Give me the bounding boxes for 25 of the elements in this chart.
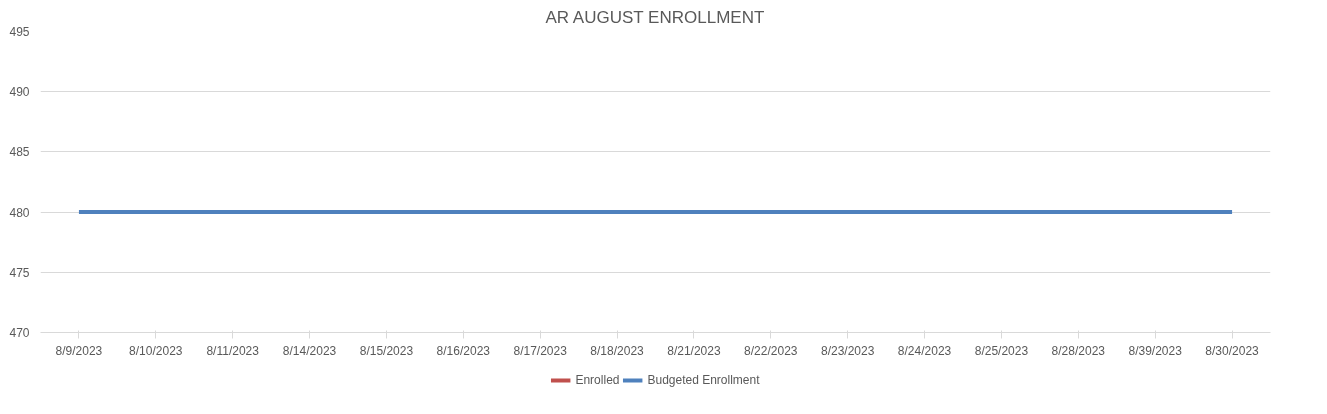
y-tick-label: 470 <box>9 326 30 340</box>
x-tick-label: 8/16/2023 <box>436 343 491 358</box>
y-tick-label: 480 <box>9 205 30 220</box>
x-tick-label: 8/21/2023 <box>667 343 721 358</box>
x-tick-label: 8/22/2023 <box>744 343 798 358</box>
y-tick-label: 495 <box>9 25 30 39</box>
x-tick-label: 8/24/2023 <box>897 343 952 358</box>
x-tick-label: 8/18/2023 <box>590 343 645 358</box>
chart-title: AR AUGUST ENROLLMENT <box>545 7 765 27</box>
legend-label: Budgeted Enrollment <box>647 373 760 387</box>
y-tick-label: 490 <box>9 85 30 100</box>
x-tick-label: 8/25/2023 <box>974 343 1029 358</box>
x-tick-label: 8/30/2023 <box>1205 343 1260 358</box>
legend-label: Enrolled <box>575 373 620 387</box>
x-tick-label: 8/23/2023 <box>821 343 875 358</box>
y-tick-label: 475 <box>9 265 30 280</box>
x-tick-label: 8/14/2023 <box>282 343 337 358</box>
x-tick-label: 8/10/2023 <box>129 343 183 358</box>
x-tick-label: 8/9/2023 <box>55 343 103 358</box>
x-tick-label: 8/17/2023 <box>513 343 568 358</box>
y-tick-label: 485 <box>9 145 30 160</box>
x-tick-label: 8/11/2023 <box>206 343 260 358</box>
x-tick-label: 8/28/2023 <box>1051 343 1106 358</box>
x-tick-label: 8/15/2023 <box>359 343 414 358</box>
x-tick-label: 8/39/2023 <box>1128 343 1183 358</box>
